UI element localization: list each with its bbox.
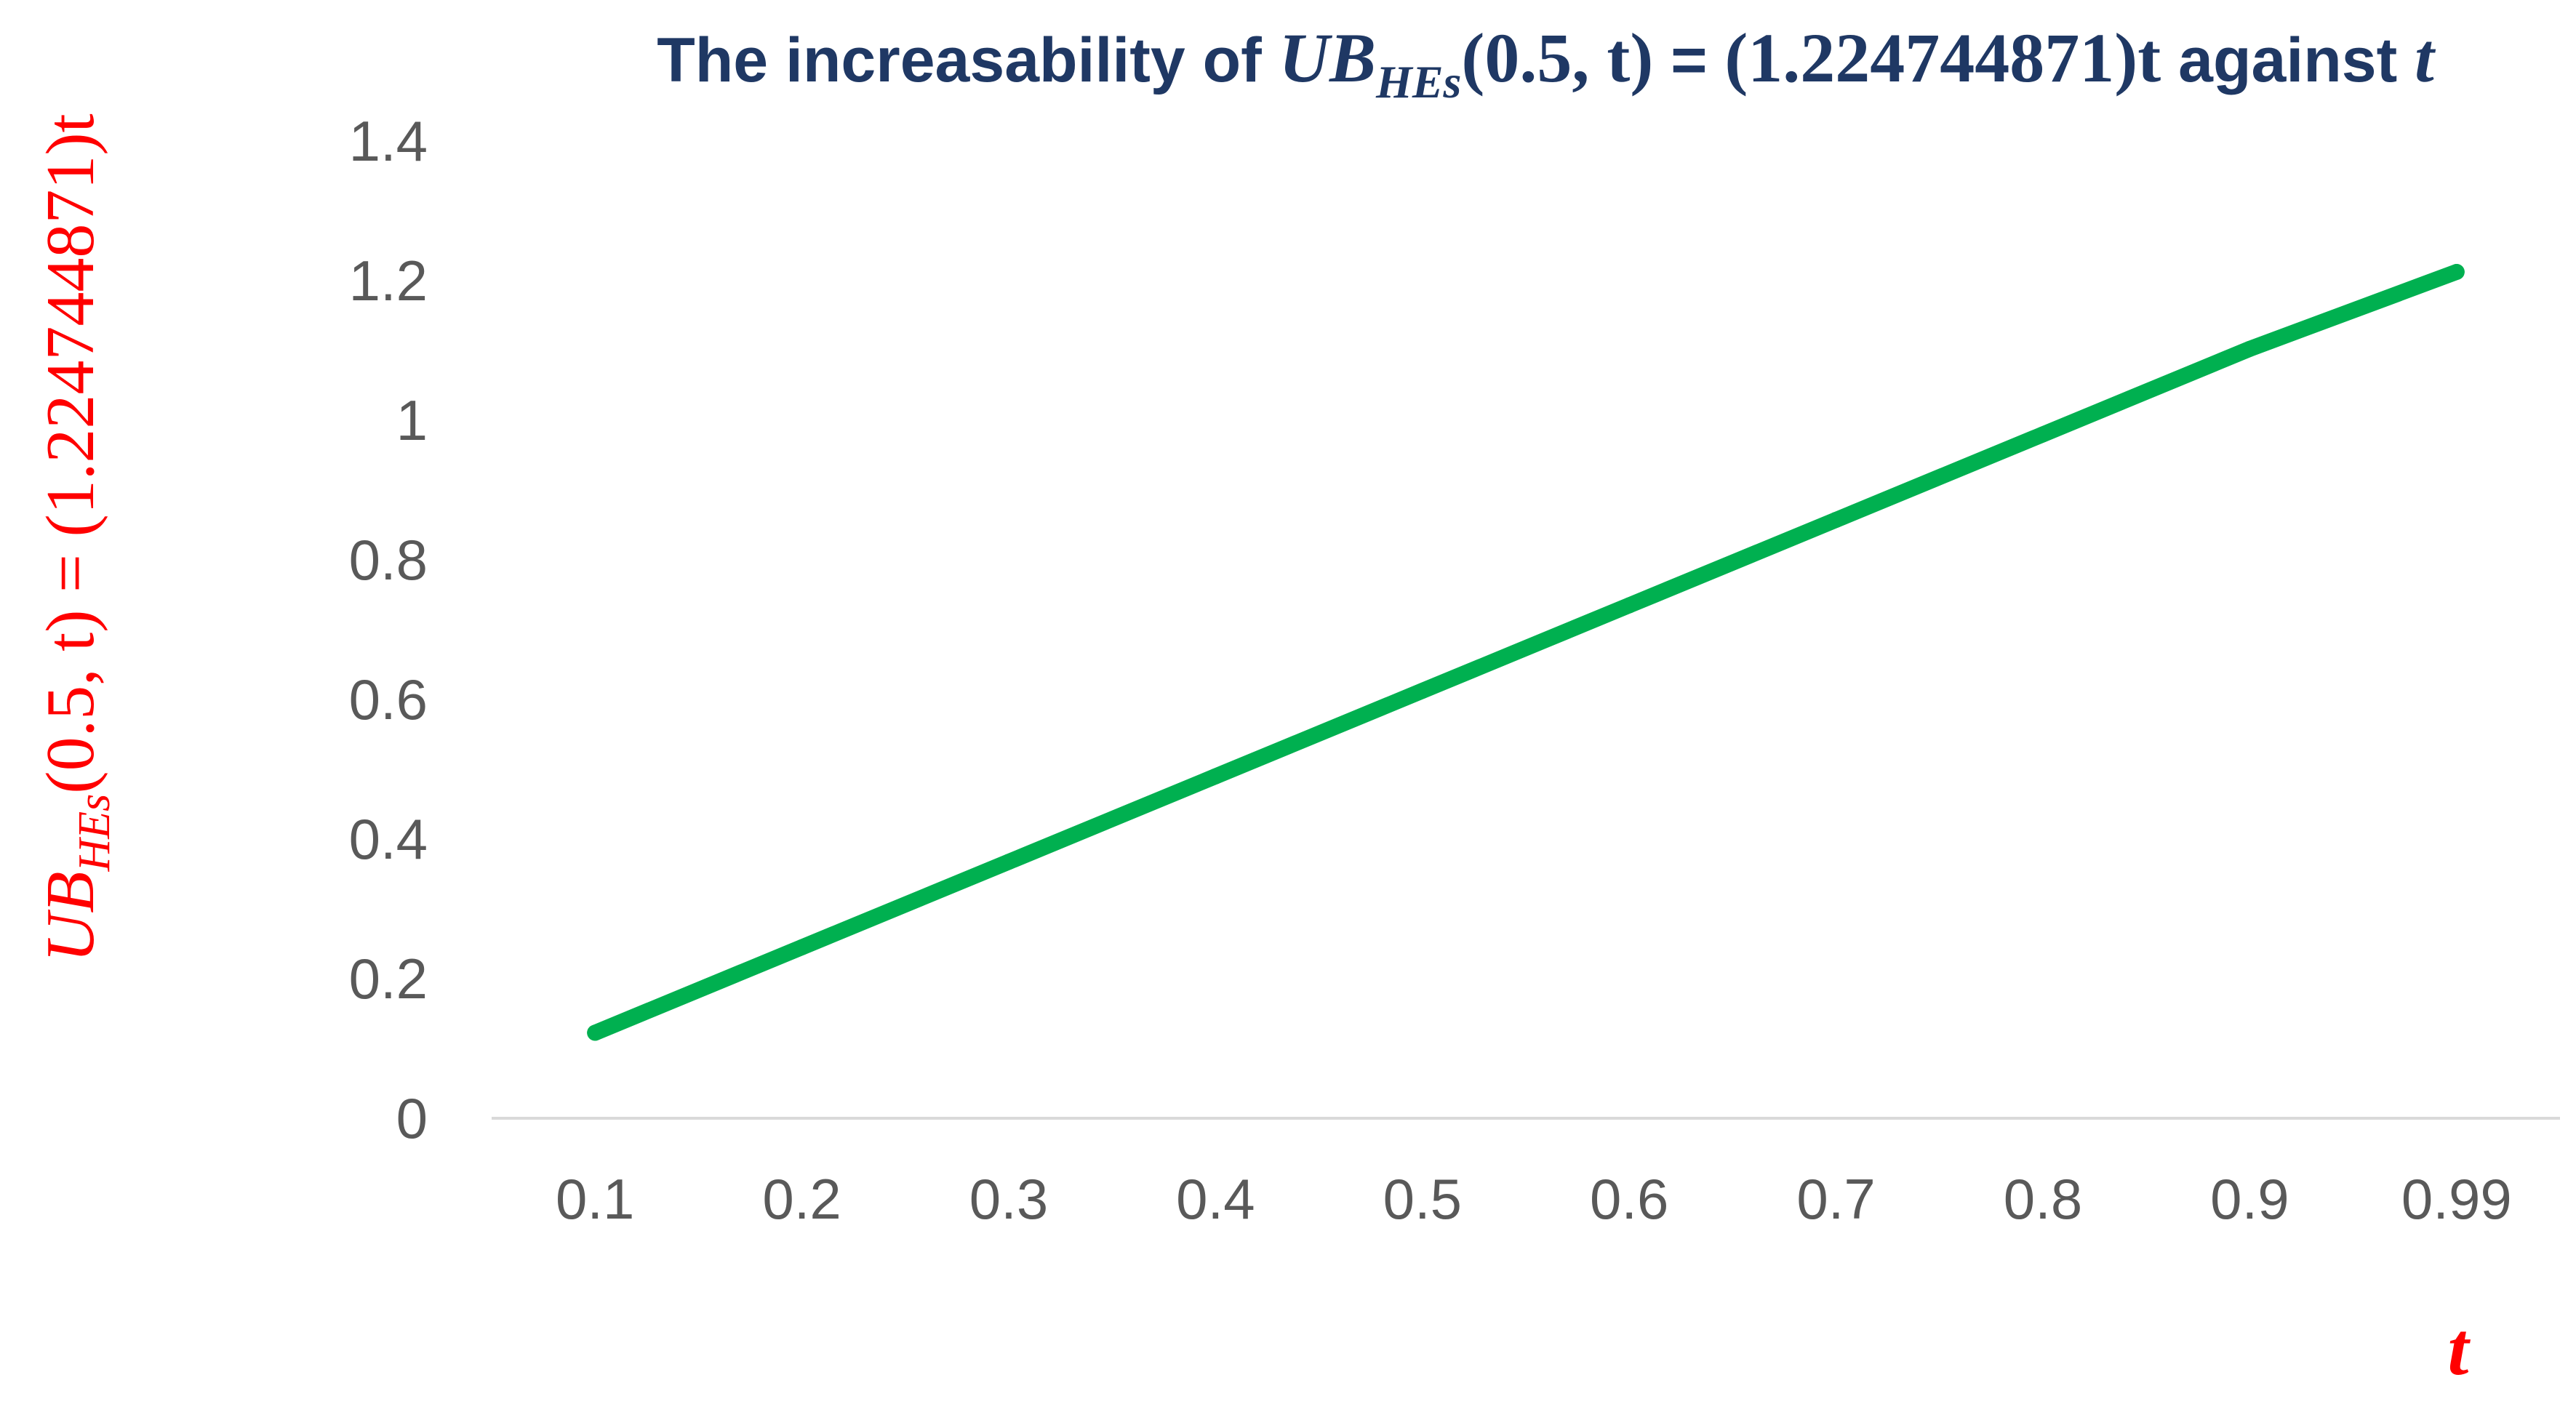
x-tick-labels: 0.1 0.2 0.3 0.4 0.5 0.6 0.7 0.8 0.9 0.99 bbox=[556, 1167, 2512, 1231]
y-tick-label: 1.2 bbox=[349, 249, 428, 313]
x-tick-label: 0.8 bbox=[2004, 1167, 2082, 1231]
title-equals: = bbox=[1653, 25, 1724, 95]
title-against: against bbox=[2161, 25, 2415, 95]
data-point bbox=[1001, 854, 1017, 870]
title-args: (0.5, t) bbox=[1461, 19, 1653, 97]
x-tick-label: 0.9 bbox=[2210, 1167, 2289, 1231]
y-tick-label: 0.2 bbox=[349, 947, 428, 1011]
y-tick-label: 1 bbox=[396, 388, 428, 452]
data-point bbox=[587, 1024, 604, 1041]
x-tick-label: 0.99 bbox=[2401, 1167, 2512, 1231]
data-point bbox=[1414, 683, 1431, 699]
ylabel-sub: HEs bbox=[70, 794, 119, 873]
ylabel-equals: = bbox=[33, 537, 108, 609]
y-tick-label: 1.4 bbox=[349, 109, 428, 173]
x-tick-label: 0.1 bbox=[556, 1167, 634, 1231]
ylabel-args: (0.5, t) bbox=[33, 609, 108, 793]
y-tick-label: 0 bbox=[396, 1086, 428, 1150]
data-point bbox=[1828, 511, 1844, 528]
y-tick-label: 0.8 bbox=[349, 528, 428, 592]
chart-title: The increasability of UBHEs(0.5, t) = (1… bbox=[657, 19, 2436, 108]
title-var: t bbox=[2415, 19, 2436, 97]
data-point bbox=[2035, 426, 2051, 443]
series-group bbox=[587, 264, 2465, 1041]
title-expr: (1.224744871)t bbox=[1724, 19, 2161, 97]
data-point bbox=[2448, 264, 2465, 281]
y-axis-label: UBHEs(0.5, t) = (1.224744871)t bbox=[33, 113, 119, 963]
series-line bbox=[587, 264, 2465, 1041]
x-tick-label: 0.5 bbox=[1383, 1167, 1462, 1231]
y-tick-label: 0.4 bbox=[349, 807, 428, 871]
x-tick-label: 0.7 bbox=[1796, 1167, 1875, 1231]
x-tick-label: 0.3 bbox=[969, 1167, 1048, 1231]
x-tick-label: 0.4 bbox=[1176, 1167, 1255, 1231]
ylabel-expr: (1.224744871)t bbox=[33, 113, 108, 537]
x-tick-label: 0.6 bbox=[1590, 1167, 1668, 1231]
y-tick-label: 0.6 bbox=[349, 667, 428, 731]
y-tick-labels: 0 0.2 0.4 0.6 0.8 1 1.2 1.4 bbox=[349, 109, 428, 1150]
data-point bbox=[1207, 768, 1224, 785]
x-tick-label: 0.2 bbox=[762, 1167, 841, 1231]
data-point bbox=[793, 939, 810, 955]
title-sub: HEs bbox=[1375, 56, 1461, 108]
data-point bbox=[1621, 597, 1638, 614]
title-prefix: The increasability of bbox=[657, 25, 1279, 95]
title-func: UB bbox=[1279, 19, 1376, 97]
ylabel-func: UB bbox=[33, 871, 108, 962]
x-axis-label: t bbox=[2448, 1307, 2471, 1391]
data-point bbox=[2241, 340, 2258, 357]
